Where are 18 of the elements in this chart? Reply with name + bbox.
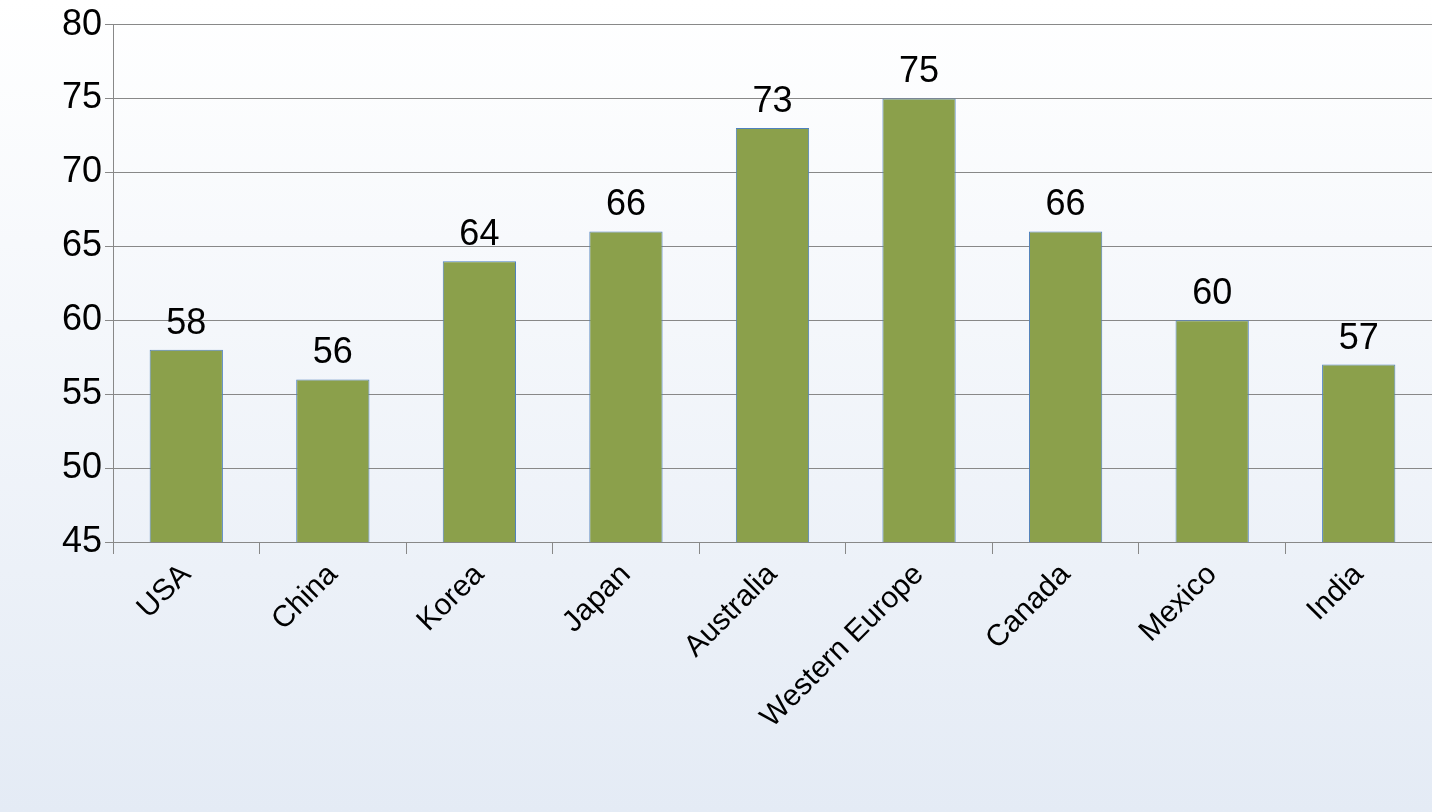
y-tick-label: 80 bbox=[61, 1, 102, 43]
data-label: 60 bbox=[1192, 271, 1233, 313]
data-label: 58 bbox=[166, 300, 207, 342]
data-label: 64 bbox=[459, 212, 500, 254]
y-tick-label: 45 bbox=[61, 518, 102, 560]
x-tick-label: USA bbox=[129, 556, 197, 624]
y-tick-label: 50 bbox=[61, 445, 102, 487]
y-tick-label: 75 bbox=[61, 75, 102, 117]
data-label: 75 bbox=[899, 49, 940, 91]
y-tick-label: 55 bbox=[61, 371, 102, 413]
data-label: 56 bbox=[312, 330, 353, 372]
data-label: 66 bbox=[605, 182, 646, 224]
data-label: 73 bbox=[752, 79, 793, 120]
y-tick-label: 60 bbox=[61, 297, 102, 339]
data-label: 57 bbox=[1338, 315, 1379, 357]
data-label: 66 bbox=[1045, 182, 1086, 224]
y-tick-label: 65 bbox=[61, 223, 102, 265]
y-tick-label: 70 bbox=[61, 149, 102, 191]
